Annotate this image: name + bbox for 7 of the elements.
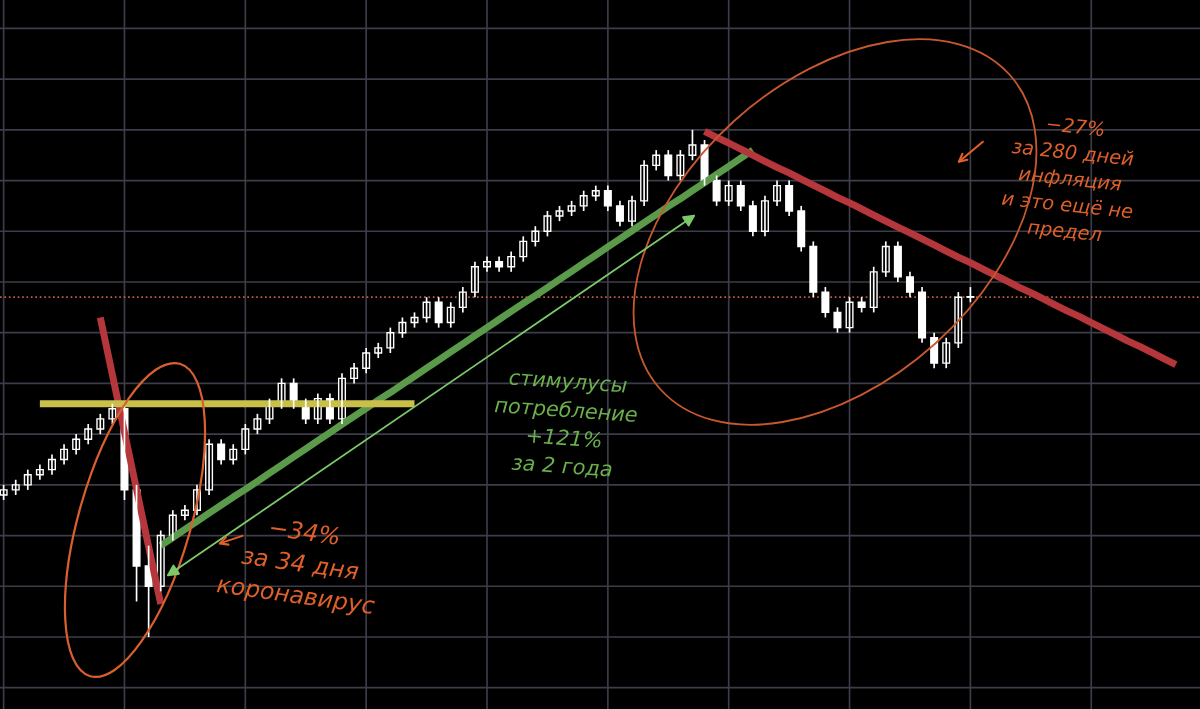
candlestick: [253, 413, 262, 435]
candlestick: [688, 128, 697, 162]
annotation: −34% за 34 дня коронавирус: [216, 517, 376, 619]
annotation: стимулусы потребление +121% за 2 года: [494, 372, 638, 480]
candlestick: [543, 210, 552, 238]
candlestick: [676, 149, 685, 182]
candlestick: [821, 286, 830, 319]
